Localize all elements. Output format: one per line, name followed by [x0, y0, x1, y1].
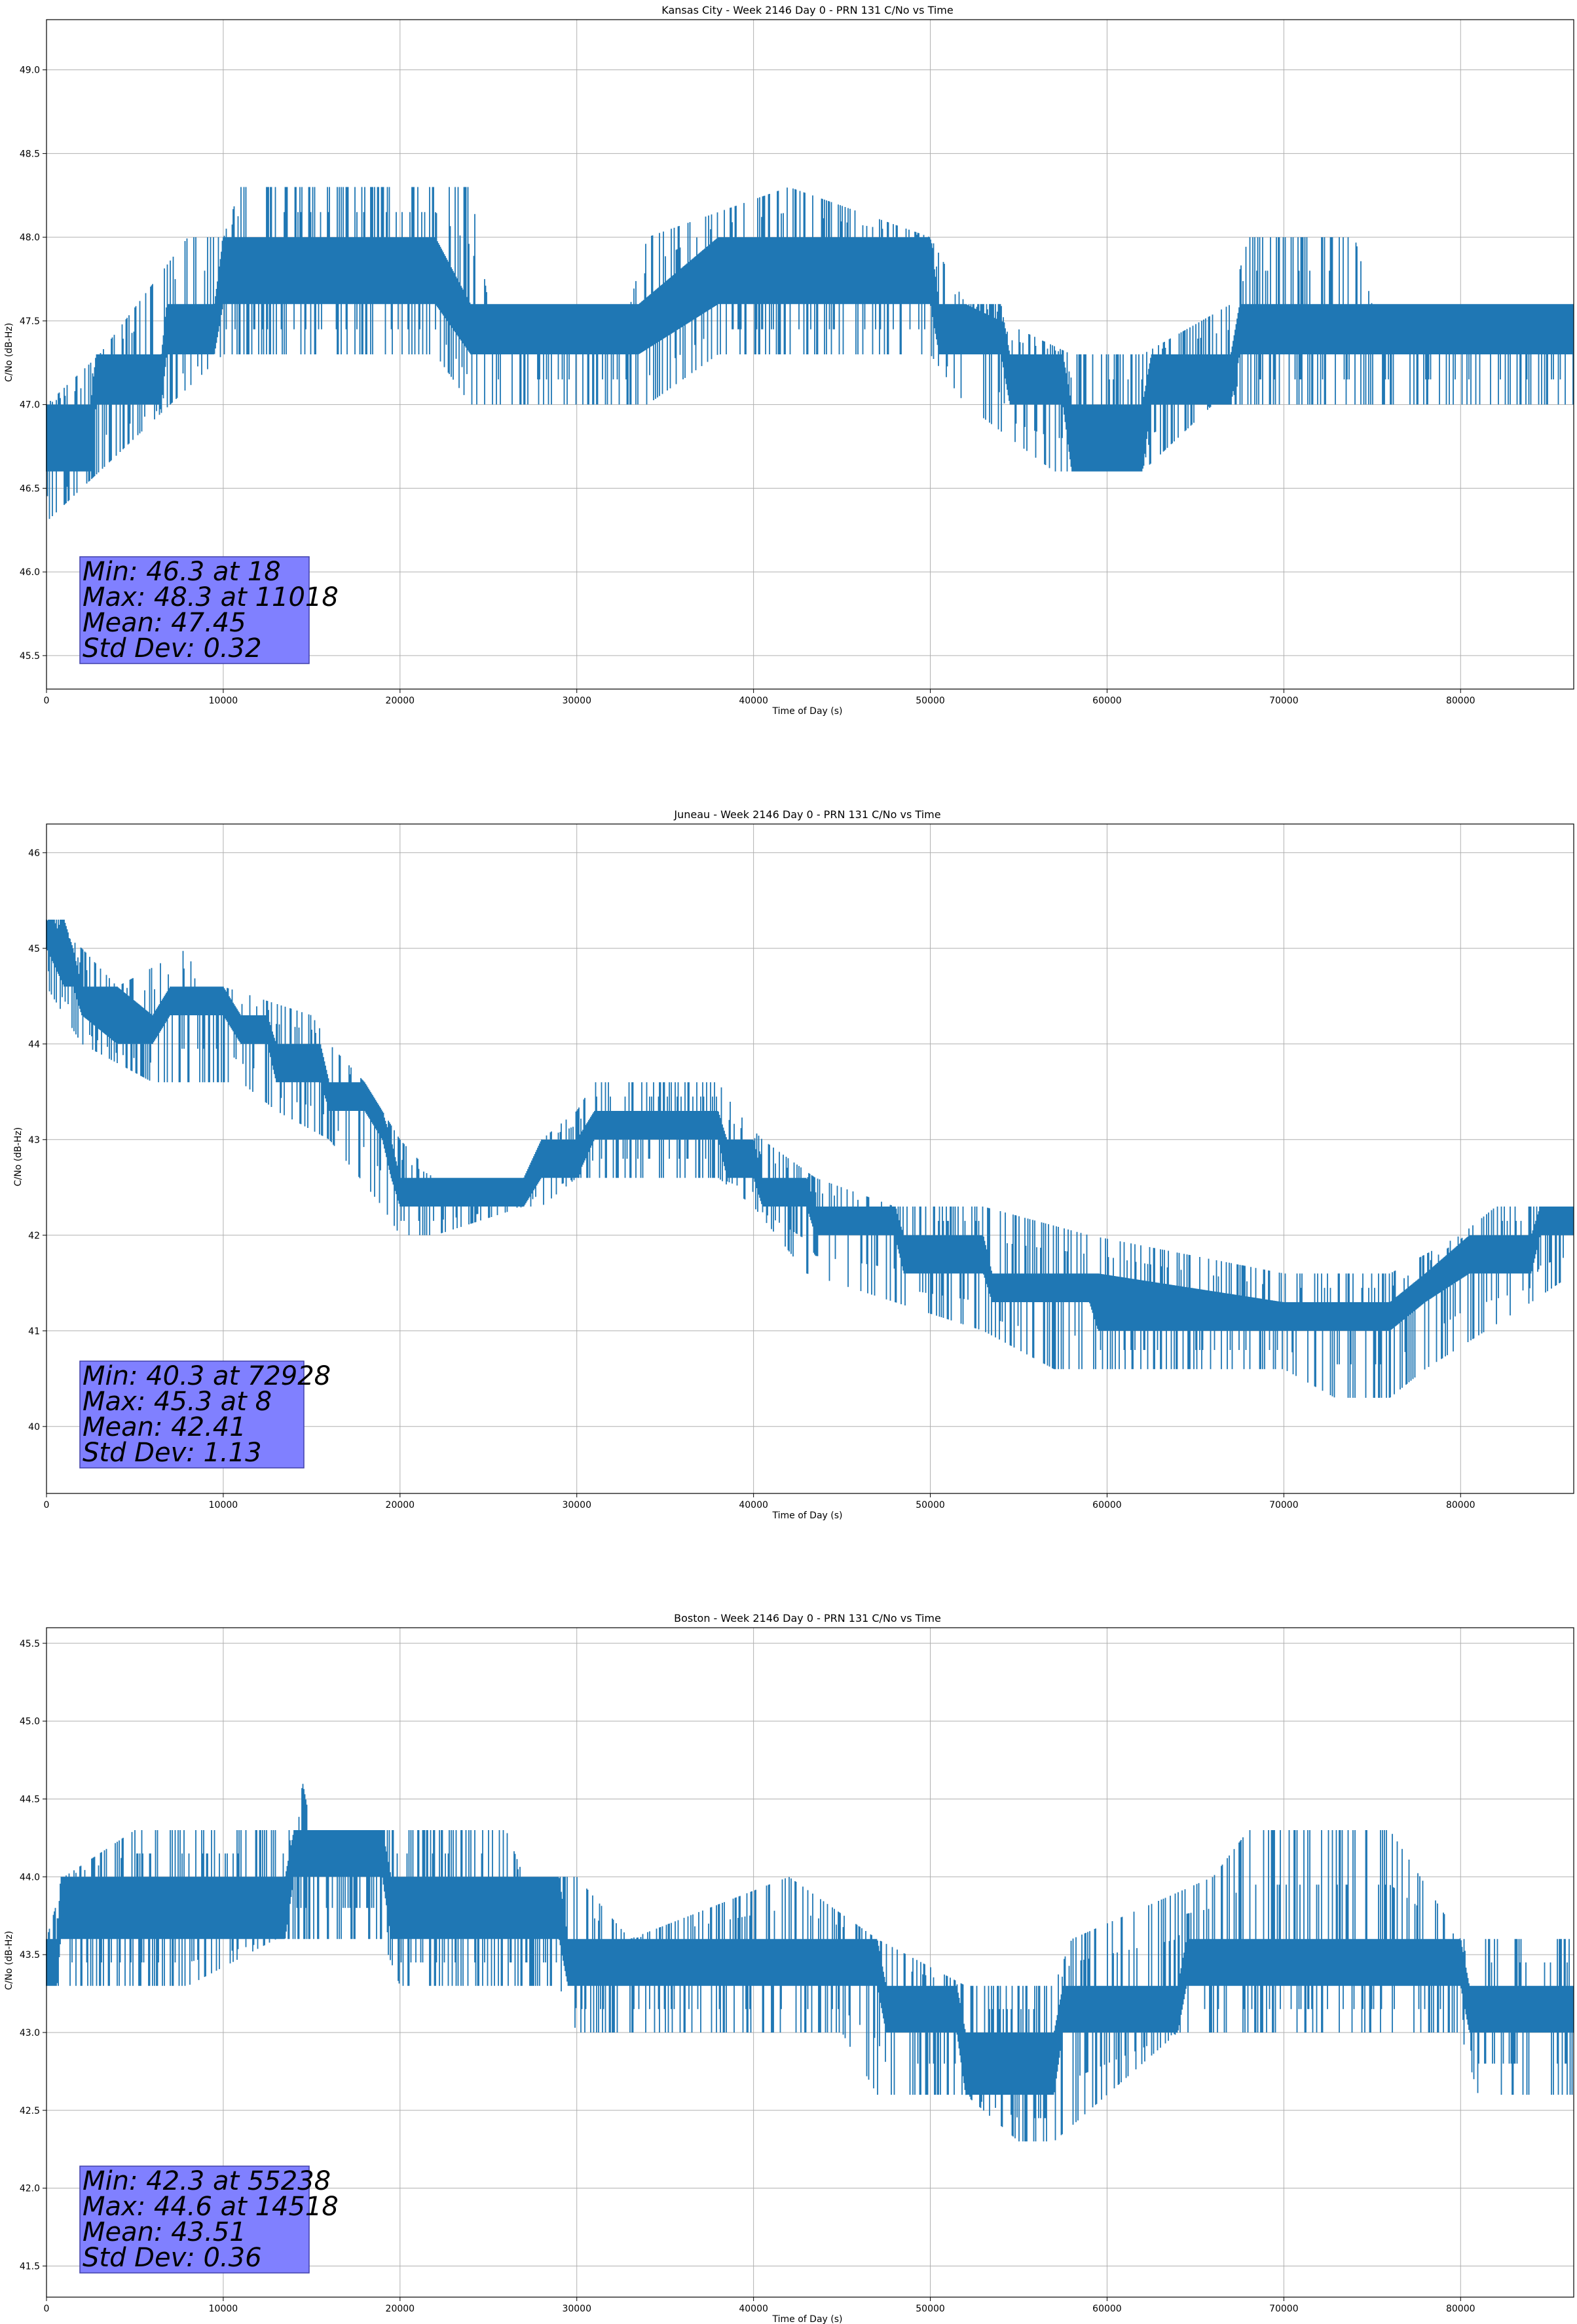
stats-box: Min: 42.3 at 55238 Max: 44.6 at 14518 Me… — [79, 2165, 339, 2274]
x-tick-label: 0 — [44, 696, 50, 706]
stats-mean: Mean: 43.51 — [83, 2217, 246, 2247]
y-tick-label: 40 — [28, 1422, 40, 1433]
x-tick-label: 30000 — [562, 696, 591, 706]
stats-box: Min: 40.3 at 72928 Max: 45.3 at 8 Mean: … — [79, 1360, 331, 1469]
axes-frame — [46, 19, 1574, 690]
x-tick-label: 80000 — [1446, 1500, 1475, 1510]
stats-max: Max: 48.3 at 11018 — [83, 582, 339, 612]
y-tick-label: 45 — [28, 944, 40, 954]
stats-mean: Mean: 42.41 — [83, 1412, 246, 1442]
y-tick-label: 45.0 — [20, 1717, 40, 1727]
stats-min: Min: 42.3 at 55238 — [83, 2166, 331, 2196]
stats-stddev: Std Dev: 1.13 — [83, 1438, 262, 1468]
x-tick-label: 0 — [44, 2304, 50, 2314]
x-tick-label: 10000 — [209, 696, 238, 706]
x-tick-label: 60000 — [1092, 2304, 1122, 2314]
y-tick-label: 45.5 — [20, 651, 40, 662]
y-tick-label: 44.0 — [20, 1872, 40, 1883]
ticks: 0 10000 20000 30000 40000 50000 60000 70000 8000… — [20, 66, 1475, 706]
x-tick-label: 40000 — [739, 2304, 768, 2314]
x-tick-label: 30000 — [562, 2304, 591, 2314]
x-tick-label: 10000 — [209, 2304, 238, 2314]
y-tick-label: 44.5 — [20, 1794, 40, 1805]
x-tick-label: 0 — [44, 1500, 50, 1510]
chart-panel-kansas-city: Kansas City - Week 2146 Day 0 - PRN 131 … — [4, 4, 1574, 717]
y-tick-label: 46.5 — [20, 483, 40, 494]
chart-panel-juneau: Juneau - Week 2146 Day 0 - PRN 131 C/No … — [13, 808, 1574, 1521]
x-tick-label: 50000 — [916, 1500, 945, 1510]
y-tick-label: 42.5 — [20, 2106, 40, 2116]
axes-frame — [46, 823, 1574, 1494]
stats-min: Min: 46.3 at 18 — [83, 557, 281, 587]
y-tick-label: 43 — [28, 1135, 40, 1146]
x-tick-label: 40000 — [739, 1500, 768, 1510]
x-tick-label: 70000 — [1269, 2304, 1299, 2314]
stats-box-background — [79, 2165, 310, 2274]
y-tick-label: 46.0 — [20, 567, 40, 578]
chart-panel-boston: Boston - Week 2146 Day 0 - PRN 131 C/No … — [4, 1612, 1574, 2324]
stats-min: Min: 40.3 at 72928 — [83, 1361, 331, 1391]
stats-box-background — [79, 1360, 305, 1469]
y-tick-label: 43.0 — [20, 2028, 40, 2038]
x-tick-label: 50000 — [916, 2304, 945, 2314]
x-tick-label: 70000 — [1269, 1500, 1299, 1510]
y-tick-label: 49.0 — [20, 66, 40, 76]
y-tick-label: 41.5 — [20, 2261, 40, 2272]
plot-area: 0 10000 20000 30000 40000 50000 60000 70000 8000… — [28, 823, 1574, 1510]
y-axis-label: C/No (dB-Hz) — [13, 1127, 24, 1186]
x-tick-label: 80000 — [1446, 696, 1475, 706]
stats-max: Max: 44.6 at 14518 — [83, 2192, 339, 2222]
plot-area: 0 10000 20000 30000 40000 50000 60000 70000 8000… — [20, 1627, 1574, 2314]
x-tick-label: 60000 — [1092, 696, 1122, 706]
stats-mean: Mean: 47.45 — [83, 608, 246, 638]
stats-stddev: Std Dev: 0.32 — [83, 633, 262, 664]
y-tick-label: 46 — [28, 848, 40, 859]
x-tick-label: 10000 — [209, 1500, 238, 1510]
x-axis-label: Time of Day (s) — [772, 1510, 843, 1521]
x-tick-label: 50000 — [916, 696, 945, 706]
x-tick-label: 80000 — [1446, 2304, 1475, 2314]
y-tick-label: 48.5 — [20, 149, 40, 159]
x-tick-label: 20000 — [386, 2304, 415, 2314]
stats-max: Max: 45.3 at 8 — [83, 1387, 272, 1417]
chart-title: Boston - Week 2146 Day 0 - PRN 131 C/No … — [674, 1612, 941, 1624]
x-axis-label: Time of Day (s) — [772, 706, 843, 717]
ticks: 0 10000 20000 30000 40000 50000 60000 70000 8000… — [28, 848, 1475, 1510]
chart-title: Kansas City - Week 2146 Day 0 - PRN 131 … — [661, 4, 953, 16]
y-axis-label: C/No (dB-Hz) — [4, 1931, 14, 1990]
x-tick-label: 40000 — [739, 696, 768, 706]
plot-area: 0 10000 20000 30000 40000 50000 60000 70000 8000… — [20, 19, 1574, 706]
y-tick-label: 47.5 — [20, 316, 40, 327]
stats-box-background — [79, 556, 310, 664]
y-tick-label: 42.0 — [20, 2184, 40, 2194]
ticks: 0 10000 20000 30000 40000 50000 60000 70000 8000… — [20, 1639, 1475, 2314]
y-tick-label: 43.5 — [20, 1950, 40, 1960]
x-axis-label: Time of Day (s) — [772, 2314, 843, 2324]
stats-box: Min: 46.3 at 18 Max: 48.3 at 11018 Mean:… — [79, 556, 339, 664]
y-tick-label: 48.0 — [20, 233, 40, 243]
y-tick-label: 41 — [28, 1326, 40, 1337]
x-tick-label: 60000 — [1092, 1500, 1122, 1510]
y-tick-label: 45.5 — [20, 1639, 40, 1649]
x-tick-label: 20000 — [386, 696, 415, 706]
y-tick-label: 42 — [28, 1231, 40, 1241]
x-tick-label: 70000 — [1269, 696, 1299, 706]
x-tick-label: 30000 — [562, 1500, 591, 1510]
y-tick-label: 47.0 — [20, 400, 40, 411]
y-axis-label: C/No (dB-Hz) — [4, 323, 14, 382]
x-tick-label: 20000 — [386, 1500, 415, 1510]
y-tick-label: 44 — [28, 1040, 40, 1050]
axes-frame — [46, 1627, 1574, 2298]
stats-stddev: Std Dev: 0.36 — [83, 2243, 262, 2273]
chart-title: Juneau - Week 2146 Day 0 - PRN 131 C/No … — [673, 808, 940, 821]
